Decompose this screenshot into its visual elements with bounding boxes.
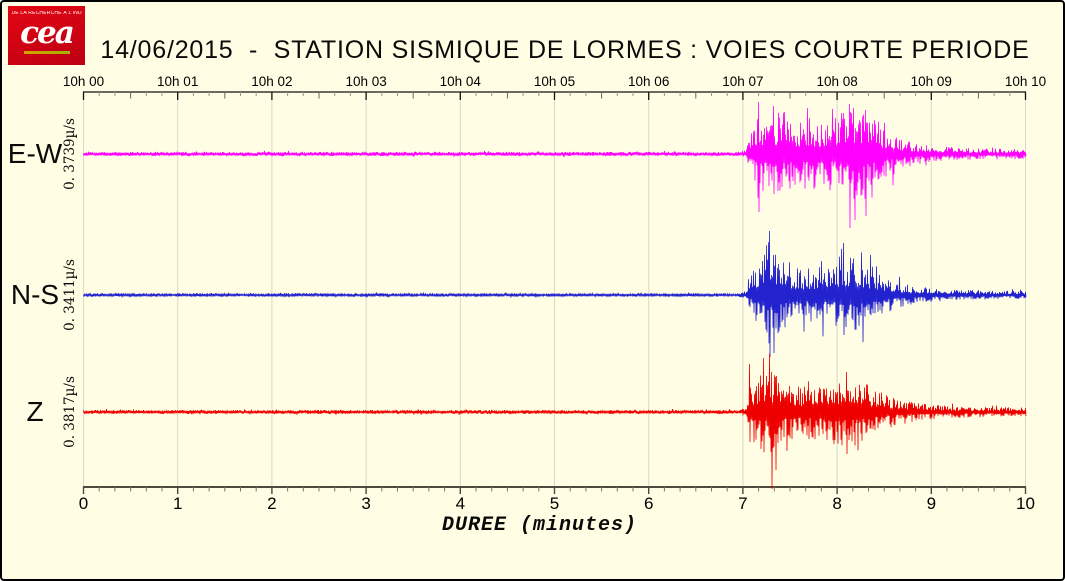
scale-label-z: 0. 3817µ/s: [62, 376, 78, 448]
scale-label-ns: 0. 3411µ/s: [62, 259, 78, 331]
duration-tick-label: 0: [78, 494, 89, 513]
duration-tick-label: 1: [172, 494, 183, 513]
cea-logo-tagline: DE LA RECHERCHE À L'INDUSTRIE: [11, 11, 82, 16]
x-axis-title: DUREE (minutes): [441, 514, 638, 537]
top-time-label: 10h 08: [816, 74, 858, 89]
duration-tick-label: 9: [926, 494, 937, 513]
channel-label-z: Z: [26, 396, 44, 427]
page-title: 14/06/2015 - STATION SISMIQUE DE LORMES …: [100, 36, 1030, 64]
duration-tick-label: 8: [832, 494, 842, 513]
channel-label-ew: E-W: [7, 138, 63, 169]
top-time-label: 10h 00: [62, 74, 105, 89]
top-time-label: 10h 03: [345, 74, 387, 89]
top-time-label: 10h 09: [910, 74, 952, 89]
top-time-label: 10h 02: [251, 74, 293, 89]
duration-tick-label: 5: [549, 494, 560, 513]
duration-tick-label: 2: [267, 494, 277, 513]
cea-logo: DE LA RECHERCHE À L'INDUSTRIE cea: [8, 6, 85, 65]
duration-tick-label: 10: [1016, 494, 1035, 513]
duration-tick-label: 4: [455, 494, 466, 513]
trace-n-s: [83, 230, 1027, 358]
top-time-label: 10h 10: [1004, 74, 1047, 89]
top-time-label: 10h 05: [533, 74, 576, 89]
duration-tick-label: 7: [738, 494, 748, 513]
scale-label-ew: 0. 3739µ/s: [62, 118, 78, 190]
top-time-label: 10h 06: [628, 74, 670, 89]
top-time-label: 10h 04: [439, 74, 481, 89]
top-time-label: 10h 07: [722, 74, 764, 89]
trace-z: [83, 353, 1027, 490]
channel-label-ns: N-S: [10, 279, 60, 310]
duration-tick-label: 3: [361, 494, 371, 513]
cea-logo-underline: [23, 51, 70, 54]
top-time-label: 10h 01: [157, 74, 199, 89]
trace-e-w: [83, 101, 1027, 229]
duration-tick-label: 6: [643, 494, 654, 513]
cea-logo-brand: cea: [20, 15, 75, 51]
